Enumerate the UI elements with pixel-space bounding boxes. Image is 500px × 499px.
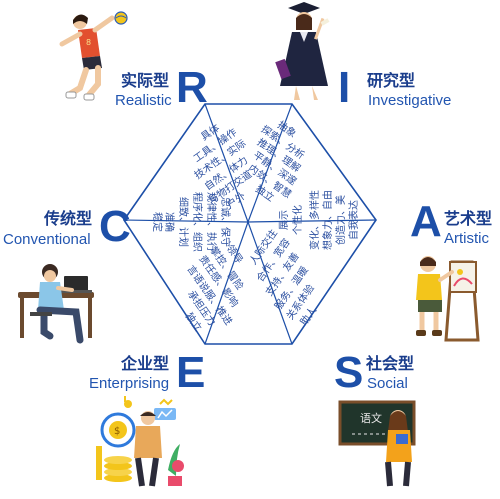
trait-c-0: 忠诚、保守 (219, 197, 232, 247)
label-social-zh: 社会型 (366, 354, 415, 373)
trait-c-4: 准确 (163, 212, 176, 232)
label-conventional-zh: 传统型 (44, 209, 93, 228)
letter-r: R (176, 63, 208, 112)
trait-c-2: 程序化、组织 (191, 192, 204, 252)
label-conventional-en: Conventional (3, 231, 91, 248)
svg-text:8: 8 (86, 38, 91, 47)
business-finance-icon: $ (96, 396, 184, 487)
svg-text:语文: 语文 (360, 411, 382, 425)
painter-icon (416, 256, 480, 342)
trait-a-3: 变化、多样性 (308, 190, 321, 250)
traits-conventional: 忠诚、保守 规律性、执行 程序化、组织 细致、计划 准确 稳定 (151, 192, 232, 252)
trait-c-3: 细致、计划 (177, 197, 190, 247)
letter-a: A (410, 197, 442, 246)
svg-text:$: $ (114, 426, 120, 437)
label-realistic-en: Realistic (115, 92, 172, 109)
label-realistic-zh: 实际型 (121, 71, 170, 90)
teacher-icon: 语文 (338, 400, 416, 487)
trait-a-0: 自我表达 (347, 200, 360, 240)
trait-a-5: 展示 (278, 210, 290, 230)
hexagon-spokes (123, 103, 377, 345)
label-investigative-zh: 研究型 (367, 71, 416, 90)
traits-artistic: 自我表达 创造力、美 想象力、自由 变化、多样性 个性化 展示 (278, 190, 360, 250)
trait-a-2: 想象力、自由 (321, 190, 334, 250)
letter-s: S (334, 348, 364, 397)
volleyball-player-icon: 8 (59, 11, 128, 101)
letter-i: I (338, 63, 351, 112)
letter-c: C (99, 202, 131, 251)
label-artistic-zh: 艺术型 (444, 209, 493, 228)
trait-c-1: 规律性、执行 (205, 192, 218, 252)
trait-a-4: 个性化 (291, 205, 304, 235)
graduate-icon (275, 2, 330, 100)
office-worker-icon (18, 264, 94, 344)
label-social-en: Social (367, 375, 408, 392)
trait-c-5: 稳定 (151, 212, 164, 232)
label-enterprising-en: Enterprising (89, 375, 170, 392)
trait-a-1: 创造力、美 (334, 195, 347, 245)
label-investigative-en: Investigative (368, 92, 452, 109)
label-artistic-en: Artistic (444, 230, 489, 247)
letter-e: E (176, 348, 206, 397)
label-enterprising-zh: 企业型 (121, 354, 170, 373)
